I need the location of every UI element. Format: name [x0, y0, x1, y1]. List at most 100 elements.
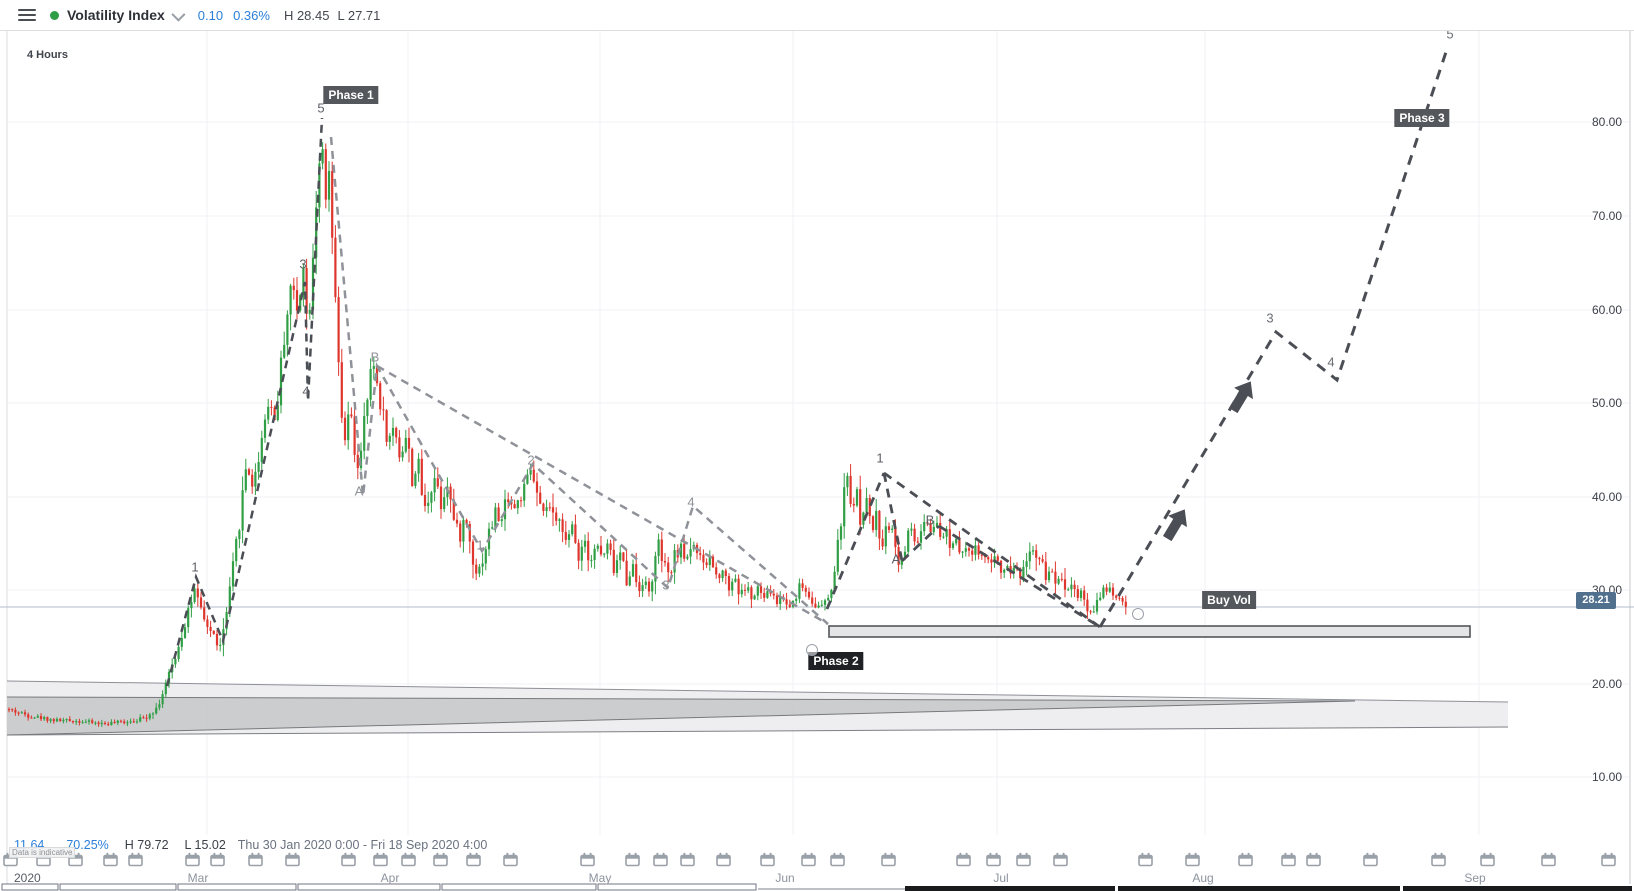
- candle-body: [279, 357, 283, 406]
- candle-body: [391, 427, 395, 436]
- trend-zone-edge: [6, 700, 1356, 736]
- candle-body: [638, 582, 641, 592]
- timeline-selected-bar[interactable]: [1403, 886, 1632, 891]
- candle-body: [343, 417, 347, 441]
- candle-body: [737, 578, 740, 595]
- candle-body: [903, 551, 907, 559]
- candle-body: [503, 499, 507, 520]
- candle-body: [785, 599, 788, 605]
- candle-body: [1105, 587, 1108, 592]
- candle-body: [881, 538, 884, 547]
- candle-body: [151, 713, 155, 715]
- candle-body: [548, 507, 551, 509]
- candle-body: [55, 718, 59, 722]
- candle-body: [855, 489, 859, 506]
- phase1-impulse-line[interactable]: [165, 117, 324, 687]
- up-arrow-marker[interactable]: [1158, 504, 1194, 544]
- candle-body: [1047, 571, 1051, 581]
- candle-body: [827, 598, 830, 601]
- up-arrow-marker[interactable]: [1224, 376, 1260, 416]
- candle-body: [999, 560, 1003, 573]
- candle-body: [593, 548, 596, 560]
- candle-body: [436, 478, 439, 487]
- buy-vol-badge[interactable]: Buy Vol: [1202, 591, 1256, 609]
- phase-3-badge[interactable]: Phase 3: [1394, 109, 1450, 127]
- candle-body: [145, 717, 148, 719]
- candle-body: [382, 409, 385, 411]
- candle-body: [97, 722, 100, 725]
- candle-body: [337, 297, 340, 363]
- candle-body: [596, 545, 599, 549]
- timeline-selected-bar[interactable]: [1118, 886, 1400, 891]
- phase2-triangle-line[interactable]: [901, 524, 940, 563]
- candle-body: [302, 268, 305, 296]
- candle-body: [670, 572, 673, 574]
- last-price-badge: 28.21: [1576, 592, 1616, 609]
- phase3-projection-line[interactable]: [1098, 45, 1450, 628]
- candle-body: [1070, 584, 1073, 590]
- phase2-triangle-line[interactable]: [825, 472, 886, 610]
- candle-body: [7, 709, 11, 711]
- candle-body: [1022, 566, 1025, 579]
- timeline-segment[interactable]: [597, 883, 757, 891]
- candle-body: [14, 709, 17, 713]
- candle-body: [1115, 595, 1118, 598]
- candle-body: [52, 719, 55, 722]
- up-arrow-shape: [1162, 509, 1187, 542]
- candle-body: [587, 540, 590, 561]
- candle-body: [849, 475, 852, 504]
- candle-body: [1079, 590, 1083, 598]
- candle-body: [750, 587, 753, 600]
- candle-body: [743, 589, 747, 591]
- chevron-down-icon[interactable]: [171, 7, 186, 22]
- candle-body: [468, 524, 471, 542]
- timeline-segment[interactable]: [1, 883, 59, 891]
- candle-body: [1089, 611, 1092, 613]
- candle-body: [78, 721, 81, 723]
- data-indicative-note: Data is indicative: [9, 847, 76, 858]
- symbol-title[interactable]: Volatility Index: [67, 7, 165, 23]
- candle-body: [276, 405, 279, 420]
- candle-body: [478, 566, 481, 574]
- candle-body: [292, 285, 295, 291]
- candle-body: [30, 717, 33, 719]
- candle-body: [916, 541, 919, 543]
- candle-body: [209, 626, 212, 631]
- candle-body: [27, 714, 30, 718]
- menu-icon[interactable]: [18, 9, 36, 21]
- candle-body: [705, 562, 708, 566]
- candle-body: [142, 717, 145, 719]
- candle-body: [561, 519, 564, 532]
- candle-body: [321, 149, 324, 164]
- candle-body: [865, 498, 868, 513]
- candle-body: [155, 707, 158, 714]
- timeline-segment[interactable]: [297, 883, 441, 891]
- support-zone-rect[interactable]: [828, 625, 1471, 638]
- phase-1-badge[interactable]: Phase 1: [323, 86, 379, 104]
- candle-body: [539, 492, 542, 504]
- channel-line-gray[interactable]: [376, 364, 829, 626]
- phase2-triangle-line[interactable]: [883, 471, 1101, 629]
- candle-body: [497, 507, 500, 522]
- candle-body: [1038, 557, 1041, 560]
- candle-body: [715, 567, 718, 575]
- candle-body: [766, 591, 769, 598]
- candle-body: [622, 552, 625, 561]
- candle-body: [1095, 599, 1099, 612]
- timeline-segment[interactable]: [441, 883, 597, 891]
- stat-percent: 70.25%: [66, 838, 109, 852]
- candle-body: [628, 576, 631, 586]
- timeline-segment[interactable]: [177, 883, 297, 891]
- stat-high: H 79.72: [124, 838, 169, 852]
- wave-line-abc-gray[interactable]: [329, 136, 829, 625]
- candle-body: [1012, 567, 1015, 574]
- candle-body: [545, 507, 548, 511]
- trend-zone-dark[interactable]: [7, 697, 1355, 735]
- candle-body: [116, 720, 119, 723]
- phase-2-badge[interactable]: Phase 2: [808, 652, 864, 670]
- candle-body: [980, 554, 983, 556]
- timeline-segment[interactable]: [59, 883, 177, 891]
- timeline-selected-bar[interactable]: [905, 886, 1115, 891]
- candle-body: [263, 419, 267, 438]
